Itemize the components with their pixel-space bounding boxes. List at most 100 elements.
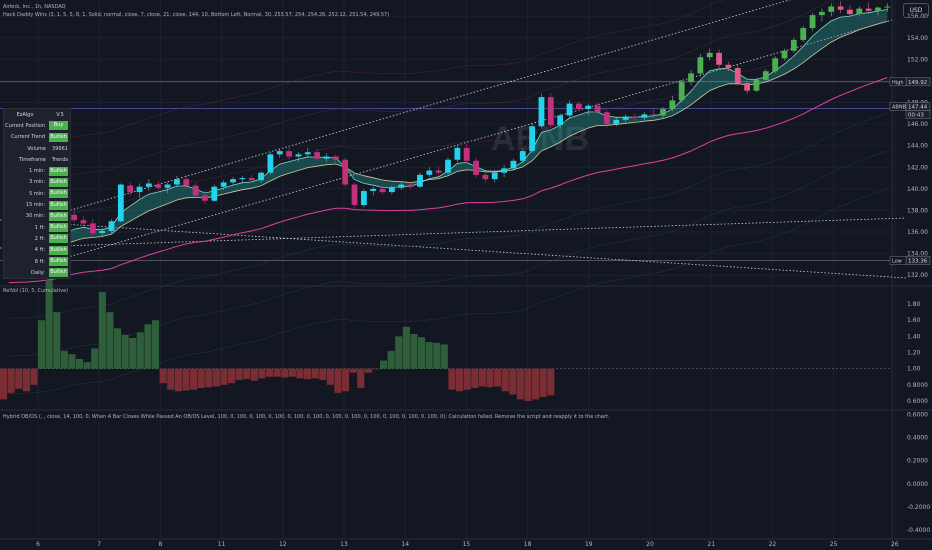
price-tick-label: 140.00: [907, 186, 928, 193]
candle-body: [164, 184, 171, 188]
candle: [360, 188, 367, 208]
candle: [529, 124, 536, 154]
candle-body: [192, 185, 199, 196]
candle: [837, 1, 844, 13]
candle: [314, 148, 321, 161]
hybrid-tick-label: 0.0000: [907, 481, 928, 488]
candle-body: [360, 191, 367, 206]
relvol-bar: [15, 368, 23, 389]
candle: [463, 143, 470, 163]
price-tick-label: 142.00: [907, 164, 928, 171]
candle: [809, 12, 816, 32]
relvol-bar: [190, 368, 198, 390]
candle-body: [678, 82, 685, 101]
candle-body: [351, 184, 358, 206]
relvol-bar: [38, 320, 46, 369]
channel-lower-line: [29, 19, 893, 269]
relvol-bar: [501, 368, 509, 392]
relvol-bar: [532, 368, 540, 400]
candle: [174, 175, 180, 187]
relvol-tick-label: 1.20: [907, 350, 921, 357]
candle: [650, 107, 657, 118]
candle: [164, 182, 171, 194]
candle-body: [697, 57, 704, 74]
candle: [519, 148, 526, 163]
ezalgo-panel: EzAlgo V.5 Current Position Buy Current Tr…: [3, 108, 71, 280]
candle-body: [828, 6, 835, 12]
candle-body: [342, 159, 349, 185]
candle: [547, 92, 554, 129]
relvol-bar: [281, 368, 289, 378]
relvol-bar: [68, 354, 76, 369]
relvol-bar: [83, 362, 91, 369]
candle-body: [706, 52, 713, 58]
ezalgo-row-value: Bullish: [49, 245, 68, 255]
relvol-title: RelVol (10, 5, Cumulative): [3, 288, 69, 294]
candle-body: [426, 170, 433, 175]
watermark: ABNB: [491, 120, 589, 158]
candle: [753, 77, 760, 92]
relvol-bar: [7, 368, 15, 393]
hybrid-tick-label: 0.2000: [907, 458, 928, 465]
candle-body: [454, 147, 461, 160]
candle-body: [304, 152, 311, 155]
relvol-bar: [258, 368, 266, 379]
ezalgo-row: Volume 39961: [4, 143, 70, 154]
candle-body: [538, 97, 545, 127]
relvol-bar: [471, 368, 479, 389]
candle-body: [136, 186, 143, 193]
ezalgo-row: 30 min: Bullish: [4, 211, 70, 222]
relvol-tick-label: 1.80: [907, 301, 921, 308]
relvol-bar: [364, 368, 372, 373]
ezalgo-row-label: 8 H:: [34, 258, 45, 265]
relvol-bar: [220, 368, 228, 385]
candle: [89, 219, 96, 237]
ema-fast-line: [8, 9, 888, 260]
candle: [379, 185, 386, 195]
candle-body: [370, 188, 377, 192]
time-tick-label: 14: [401, 541, 409, 548]
candle-body: [847, 9, 853, 15]
relvol-bar: [357, 368, 365, 389]
envelope-lower-line: [8, 112, 888, 319]
candle-body: [491, 172, 498, 180]
time-tick-label: 6: [36, 541, 40, 548]
candle: [417, 172, 423, 188]
ezalgo-row-label: 2 H:: [34, 235, 45, 242]
ezalgo-row: 1 min: Bullish: [4, 165, 70, 176]
candle-body: [856, 8, 863, 15]
relvol-tick-label: 1.40: [907, 333, 921, 340]
candle-body: [519, 151, 526, 161]
candle: [566, 100, 573, 118]
candle: [192, 182, 199, 198]
ezalgo-row-value: Bullish: [49, 211, 68, 221]
relvol-bar: [22, 368, 30, 392]
candle: [613, 117, 620, 127]
candle: [389, 185, 395, 195]
relvol-bar: [425, 342, 433, 369]
candle: [407, 182, 414, 189]
candle: [145, 179, 152, 192]
candle-body: [744, 83, 751, 91]
candle: [538, 93, 545, 129]
candle-body: [604, 112, 610, 125]
candle: [211, 184, 218, 202]
relvol-bar: [30, 368, 38, 385]
candle-body: [211, 186, 218, 201]
relvol-bar: [106, 312, 114, 369]
currency-button[interactable]: USD: [903, 3, 929, 18]
candle-body: [286, 151, 292, 157]
candle: [239, 175, 246, 184]
relvol-bar: [167, 368, 175, 390]
ezalgo-row-value: Bullish: [49, 234, 68, 244]
ezalgo-row: Timeframe Trends: [4, 154, 70, 165]
candle: [445, 157, 451, 175]
ezalgo-row-label: Current Trend: [10, 134, 45, 141]
candle-body: [585, 105, 592, 110]
candle-body: [482, 174, 489, 180]
candle: [706, 48, 713, 61]
candle-body: [389, 187, 395, 193]
ezalgo-row-value: Bullish: [49, 166, 68, 176]
